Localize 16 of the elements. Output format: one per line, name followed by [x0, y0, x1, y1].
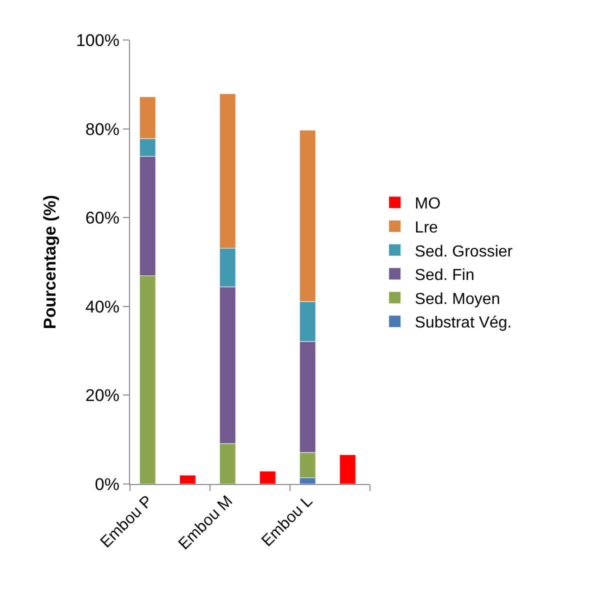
bar	[179, 474, 196, 484]
y-tick-label: 80%	[85, 120, 120, 139]
legend-label: Substrat Vég.	[414, 314, 512, 332]
y-axis-title: Pourcentage (%)	[40, 194, 60, 330]
y-tick-label: 40%	[85, 297, 120, 316]
legend-label: MO	[414, 196, 441, 213]
legend-label: Sed. Fin	[414, 267, 474, 284]
y-tick-label: 0%	[94, 474, 120, 494]
legend-label: Lre	[414, 219, 438, 236]
bar	[259, 470, 276, 484]
y-tick-label: 100%	[76, 30, 120, 50]
legend-label: Sed. Grossier	[414, 243, 514, 260]
bar	[339, 454, 356, 484]
legend-label: Sed. Moyen	[414, 290, 500, 308]
y-tick-label: 20%	[85, 386, 120, 406]
y-tick-label: 60%	[85, 208, 120, 228]
